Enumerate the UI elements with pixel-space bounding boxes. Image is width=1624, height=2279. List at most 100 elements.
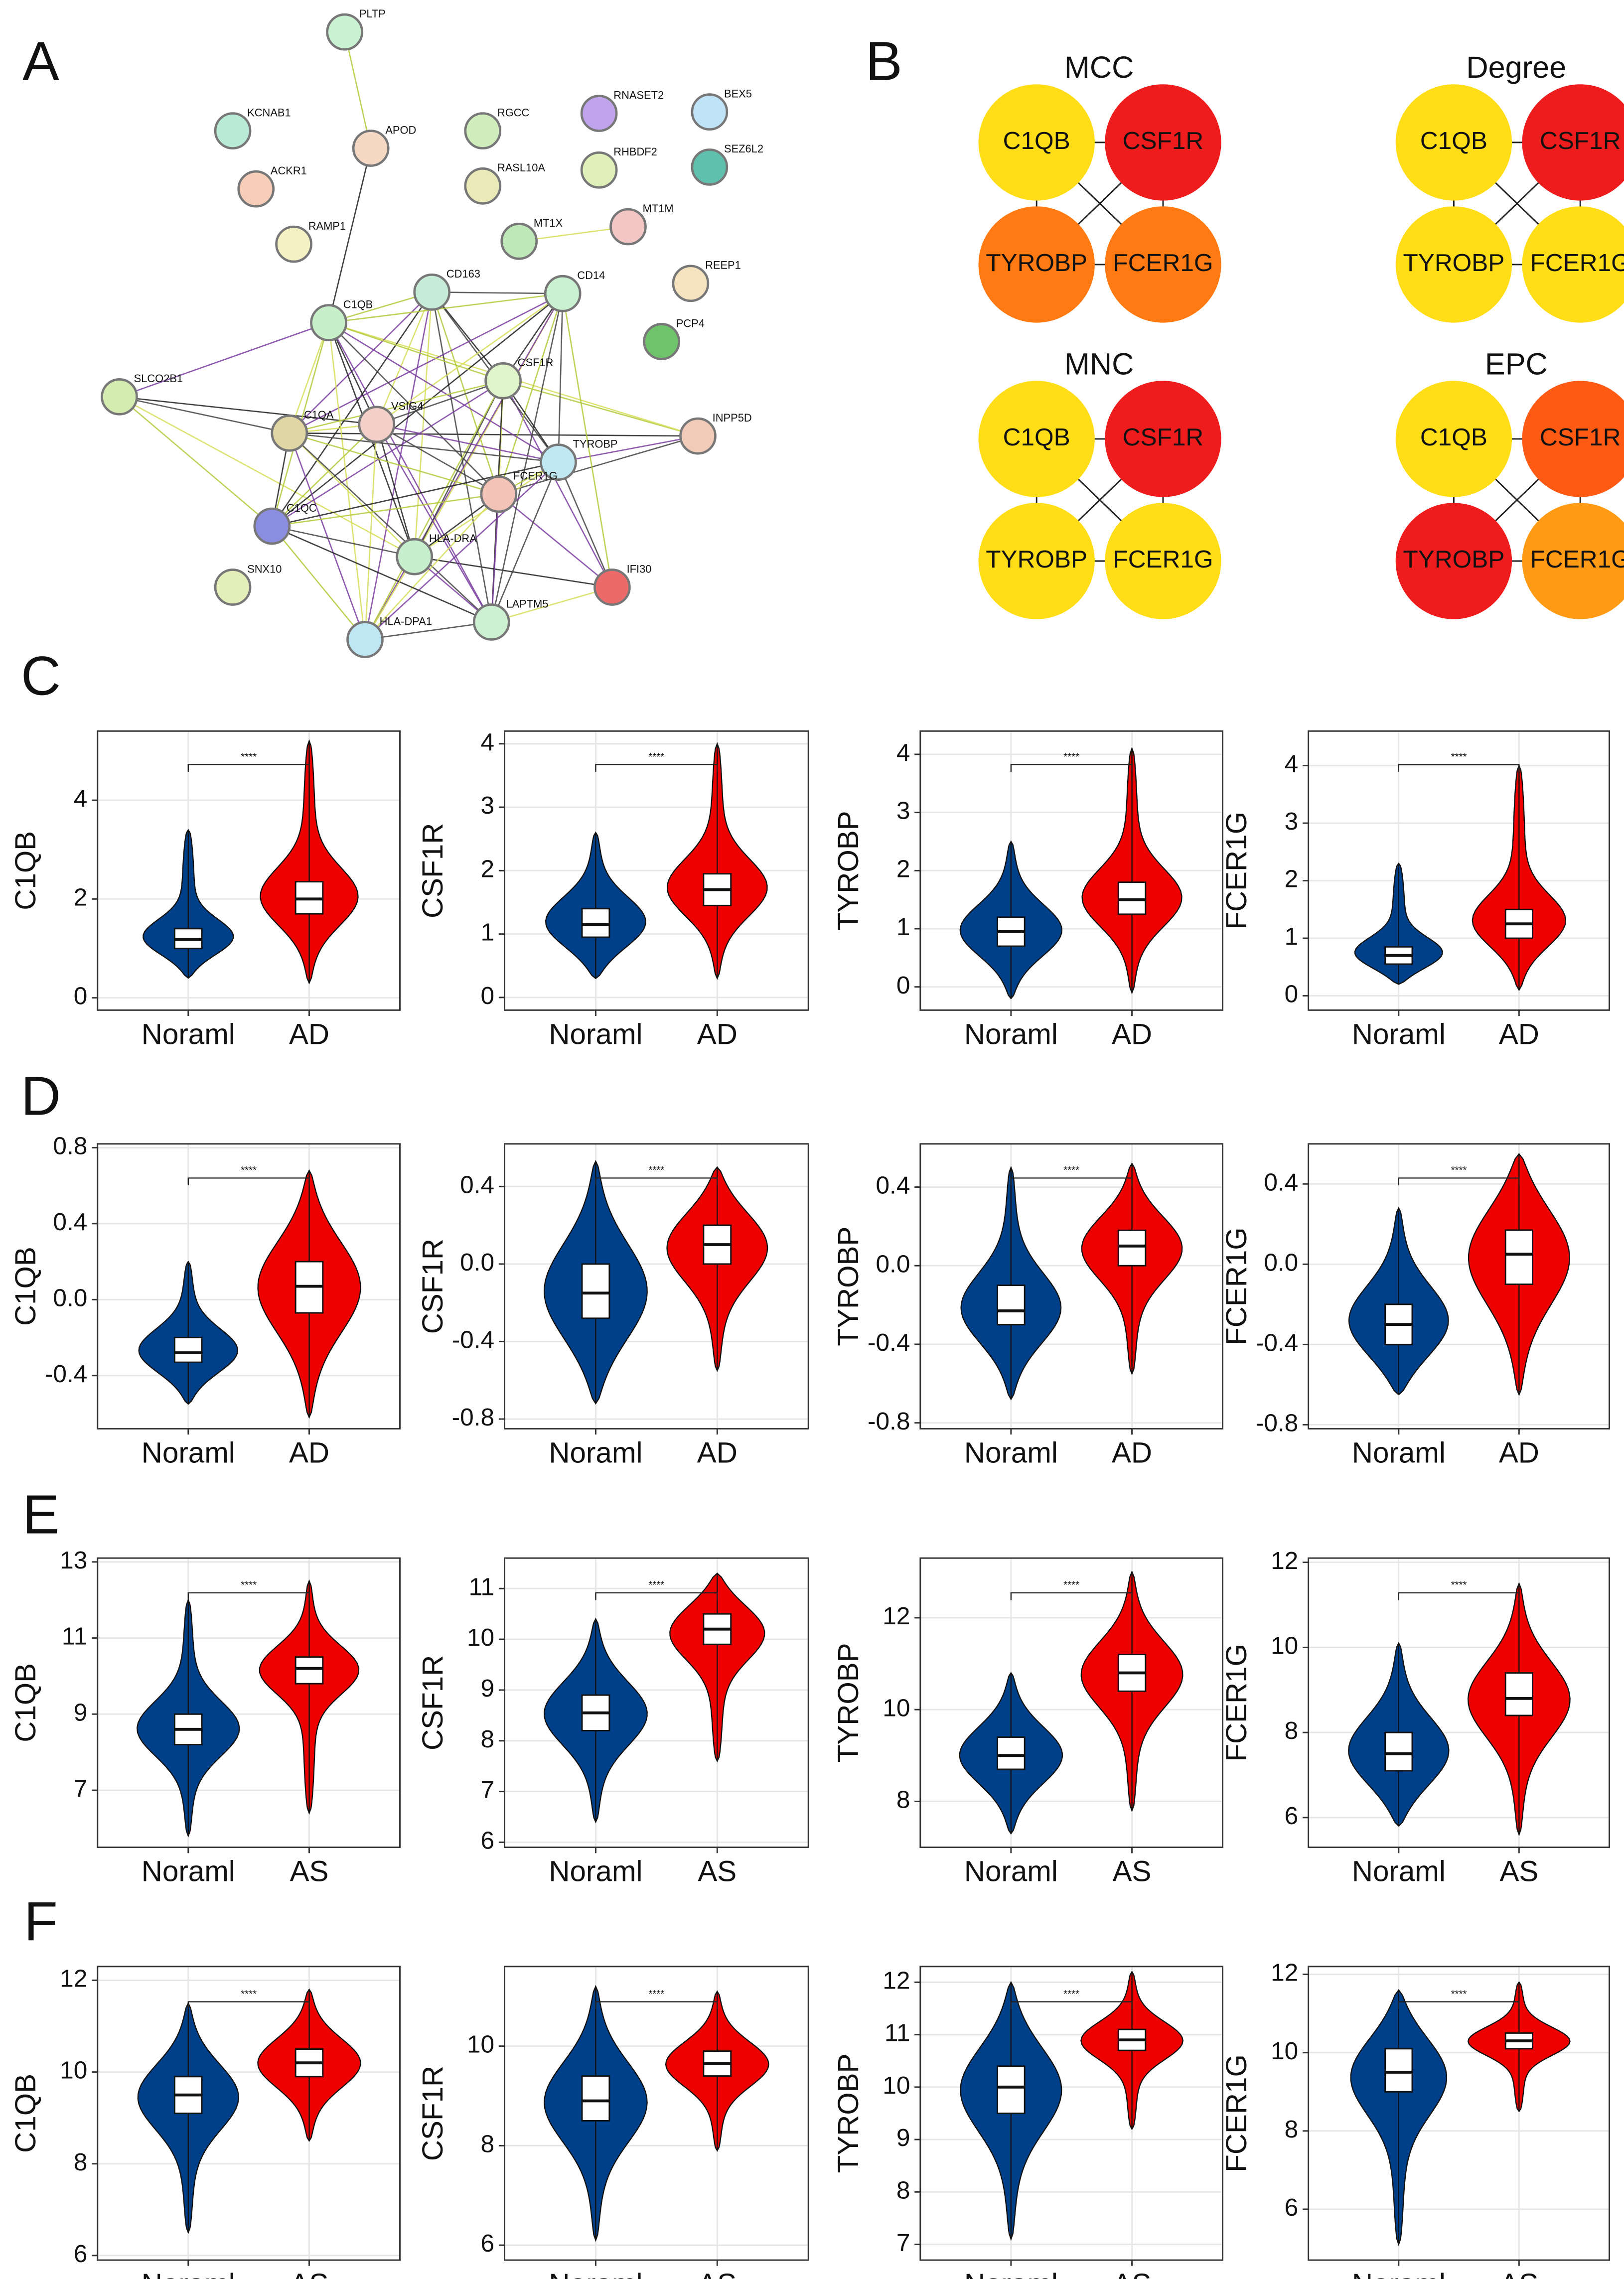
network-node-label: SLCO2B1 — [134, 372, 183, 385]
hub-node-label: CSF1R — [1540, 423, 1621, 451]
y-tick-label: -0.8 — [452, 1403, 494, 1431]
network-edge — [414, 461, 559, 558]
network-edge — [272, 461, 559, 527]
panel-label: F — [24, 1891, 58, 1952]
network-edge — [558, 293, 564, 462]
panel-label: B — [866, 31, 902, 92]
network-edge — [328, 322, 504, 382]
y-tick-label: 12 — [60, 1965, 87, 1993]
network-node — [484, 362, 522, 400]
y-tick-label: 6 — [74, 2240, 88, 2268]
x-tick-label: Noraml — [142, 1855, 235, 1888]
significance-bracket — [187, 1592, 310, 1600]
y-axis-label: TYROBP — [832, 1643, 865, 1762]
network-edge — [272, 525, 492, 623]
y-tick-label: 8 — [896, 1786, 910, 1814]
network-node-label: C1QC — [287, 502, 317, 514]
x-tick-label: Noraml — [549, 1436, 642, 1469]
network-node — [500, 222, 538, 260]
plot-background — [97, 731, 400, 1010]
significance-bracket — [1010, 764, 1133, 772]
network-edge — [490, 494, 500, 622]
box — [997, 2065, 1026, 2114]
network-node — [480, 475, 518, 513]
network-edge — [271, 291, 433, 527]
significance-label: **** — [1063, 1580, 1079, 1591]
significance-bracket — [1398, 764, 1520, 772]
network-node — [472, 603, 510, 641]
network-edge — [376, 424, 415, 557]
y-tick-label: 10 — [467, 1623, 494, 1651]
hub-node-label: TYROBP — [986, 545, 1087, 573]
x-tick-label: AS — [290, 1855, 329, 1888]
x-tick-label: Noraml — [1352, 1436, 1446, 1469]
plot-background — [97, 1558, 400, 1848]
plot-frame — [919, 1966, 1224, 2261]
y-axis-label: CSF1R — [417, 1239, 449, 1334]
hub-node — [978, 206, 1095, 323]
network-edge — [376, 291, 433, 425]
plot-frame — [504, 1143, 809, 1429]
y-tick-label: 0.0 — [460, 1248, 494, 1276]
network-node — [580, 151, 618, 189]
y-axis-label: FCER1G — [1220, 1227, 1253, 1345]
significance-label: **** — [1063, 751, 1079, 762]
network-node — [352, 130, 390, 167]
network-edge — [503, 380, 698, 437]
network-node-label: LAPTM5 — [506, 597, 548, 610]
hub-node — [1395, 381, 1512, 497]
x-tick-label: AS — [698, 1855, 737, 1888]
y-tick-label: 9 — [481, 1674, 495, 1702]
y-axis-label: C1QB — [9, 2074, 42, 2153]
network-node-label: BEX5 — [724, 87, 752, 100]
y-tick-label: 4 — [896, 738, 910, 766]
hub-node — [1105, 206, 1221, 323]
box — [1117, 1229, 1147, 1267]
significance-bracket — [1398, 2001, 1520, 2009]
box — [1384, 2048, 1413, 2093]
network-node — [464, 167, 502, 205]
hub-node — [1395, 206, 1512, 323]
hub-node — [978, 503, 1095, 619]
network-edge — [328, 322, 378, 425]
y-tick-label: -0.8 — [868, 1407, 910, 1435]
x-tick-label: Noraml — [549, 1855, 642, 1888]
y-axis-label: FCER1G — [1220, 2054, 1253, 2172]
y-tick-label: 7 — [896, 2229, 910, 2257]
significance-bracket — [1010, 1177, 1133, 1185]
plot-frame — [504, 730, 809, 1011]
hub-node — [1522, 206, 1624, 323]
x-tick-label: AS — [1113, 2268, 1152, 2279]
x-tick-label: AD — [1112, 1018, 1152, 1050]
network-node — [593, 569, 631, 606]
x-tick-label: Noraml — [964, 2268, 1058, 2279]
y-tick-label: 10 — [1271, 2037, 1298, 2065]
network-node — [237, 170, 275, 208]
hub-title: Degree — [1466, 50, 1566, 84]
network-edge — [119, 322, 329, 398]
network-node — [253, 507, 291, 545]
y-axis-label: TYROBP — [832, 2054, 865, 2173]
significance-label: **** — [241, 1165, 257, 1176]
significance-label: **** — [241, 1580, 257, 1591]
y-tick-label: 11 — [469, 1572, 494, 1600]
network-edge — [376, 424, 492, 623]
plot-frame — [97, 1143, 401, 1429]
hub-node-label: TYROBP — [1403, 249, 1504, 277]
y-tick-label: 2 — [896, 855, 910, 882]
hub-title: MNC — [1064, 347, 1134, 381]
y-tick-label: 0.0 — [1264, 1248, 1298, 1276]
network-node-label: REEP1 — [705, 259, 741, 272]
network-edge — [414, 556, 612, 588]
significance-bracket — [1398, 1177, 1520, 1185]
y-tick-label: 11 — [62, 1622, 87, 1650]
y-tick-label: -0.4 — [1256, 1328, 1298, 1356]
box — [581, 1263, 610, 1319]
network-node — [413, 273, 451, 311]
network-edge — [119, 396, 377, 426]
y-axis-label: CSF1R — [417, 823, 449, 918]
network-edge — [502, 380, 613, 588]
network-node — [691, 148, 729, 186]
hub-node — [1395, 503, 1512, 619]
x-tick-label: AD — [697, 1018, 738, 1050]
